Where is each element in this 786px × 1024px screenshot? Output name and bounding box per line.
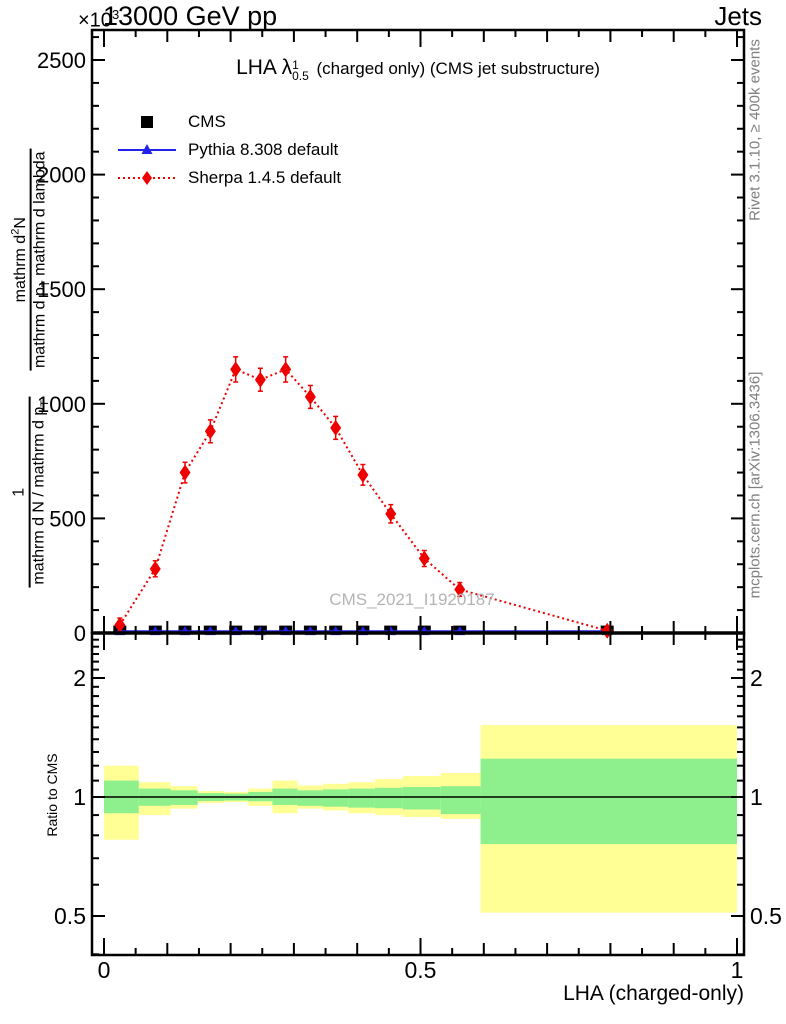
svg-text:1500: 1500 xyxy=(37,277,86,302)
legend-label-pythia: Pythia 8.308 default xyxy=(188,140,339,159)
svg-text:0.5: 0.5 xyxy=(54,903,86,929)
mcplots-credit: mcplots.cern.ch [arXiv:1306.3436] xyxy=(746,371,764,599)
svg-text:2500: 2500 xyxy=(37,48,86,73)
svg-text:2000: 2000 xyxy=(37,163,86,188)
svg-text:0: 0 xyxy=(98,957,111,983)
plot-title-observable: LHA λ xyxy=(236,56,293,79)
beam-energy-title: 13000 GeV pp xyxy=(103,1,278,31)
legend-label-cms: CMS xyxy=(188,112,226,131)
watermark: CMS_2021_I1920187 xyxy=(329,590,495,609)
svg-text:1: 1 xyxy=(731,957,744,983)
x-axis-label: LHA (charged-only) xyxy=(563,982,744,1005)
svg-text:2: 2 xyxy=(750,665,763,691)
legend: CMS Pythia 8.308 default Sherpa 1.4.5 de… xyxy=(118,108,341,192)
svg-text:1000: 1000 xyxy=(37,392,86,417)
ratio-axis-label: Ratio to CMS xyxy=(44,753,60,837)
svg-text:1: 1 xyxy=(73,784,86,810)
legend-row-cms: CMS xyxy=(118,108,341,136)
sherpa-marker-icon xyxy=(118,171,176,185)
cms-marker-icon xyxy=(141,116,153,128)
y-scale-exponent: ×103 xyxy=(78,7,120,32)
lambda-indices: 1 0.5 xyxy=(292,58,309,83)
plot-title: LHA λ1 0.5 (charged only) (CMS jet substr… xyxy=(236,56,600,82)
rivet-credit: Rivet 3.1.10, ≥ 400k events xyxy=(746,39,764,221)
y-axis-label-frac1: 1 mathrm d N / mathrm d pT xyxy=(10,397,51,588)
analysis-group-title: Jets xyxy=(714,1,762,31)
svg-text:500: 500 xyxy=(49,506,86,531)
plot-title-suffix: (charged only) (CMS jet substructure) xyxy=(311,59,600,78)
svg-text:0: 0 xyxy=(74,621,86,646)
legend-row-pythia: Pythia 8.308 default xyxy=(118,136,341,164)
legend-label-sherpa: Sherpa 1.4.5 default xyxy=(188,168,342,187)
legend-row-sherpa: Sherpa 1.4.5 default xyxy=(118,164,341,192)
svg-text:0.5: 0.5 xyxy=(750,903,782,929)
y-axis-label-frac2: mathrm d2N mathrm d pT mathrm d lambda xyxy=(9,148,53,372)
svg-text:1: 1 xyxy=(750,784,763,810)
svg-text:0.5: 0.5 xyxy=(405,957,437,983)
y-axis-label: 1 mathrm d N / mathrm d pT mathrm d2N ma… xyxy=(9,148,53,588)
svg-text:2: 2 xyxy=(73,665,86,691)
pythia-marker-icon xyxy=(118,144,176,154)
